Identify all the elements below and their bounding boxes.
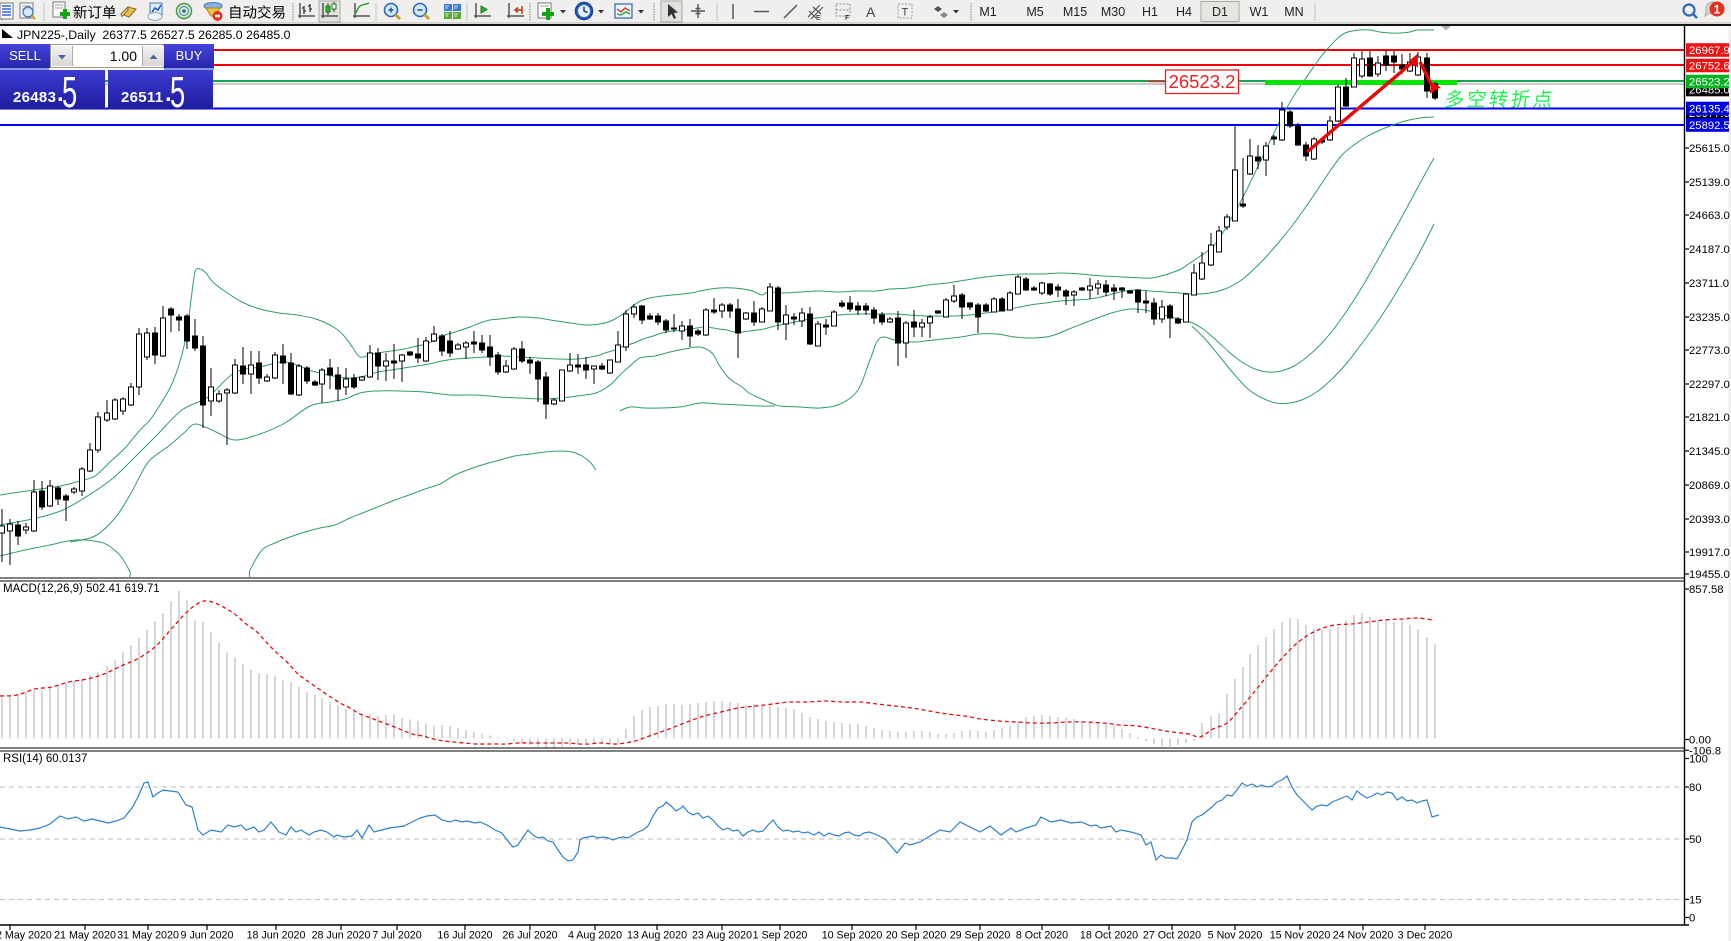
svg-text:D1: D1 bbox=[1212, 5, 1228, 19]
svg-text:20 Sep 2020: 20 Sep 2020 bbox=[886, 930, 947, 941]
svg-text:19917.0: 19917.0 bbox=[1689, 547, 1730, 559]
svg-text:15: 15 bbox=[1689, 895, 1702, 907]
svg-text:2 May 2020: 2 May 2020 bbox=[0, 930, 52, 941]
svg-text:M5: M5 bbox=[1026, 5, 1043, 19]
svg-text:22297.0: 22297.0 bbox=[1689, 379, 1730, 391]
svg-text:24 Nov 2020: 24 Nov 2020 bbox=[1333, 930, 1394, 941]
svg-text:8 Oct 2020: 8 Oct 2020 bbox=[1016, 930, 1068, 941]
svg-text:20869.0: 20869.0 bbox=[1689, 480, 1730, 492]
svg-text:1: 1 bbox=[1714, 3, 1721, 17]
svg-text:E: E bbox=[816, 15, 821, 22]
svg-text:H1: H1 bbox=[1142, 5, 1158, 19]
svg-text:23235.0: 23235.0 bbox=[1689, 312, 1730, 324]
svg-text:21 May 2020: 21 May 2020 bbox=[54, 930, 116, 941]
svg-text:M30: M30 bbox=[1101, 5, 1125, 19]
svg-text:7 Jul 2020: 7 Jul 2020 bbox=[372, 930, 421, 941]
svg-text:31 May 2020: 31 May 2020 bbox=[117, 930, 179, 941]
svg-text:25615.0: 25615.0 bbox=[1689, 143, 1730, 155]
svg-text:21821.0: 21821.0 bbox=[1689, 412, 1730, 424]
svg-text:MN: MN bbox=[1284, 5, 1303, 19]
svg-text:H4: H4 bbox=[1176, 5, 1192, 19]
svg-text:A: A bbox=[866, 4, 876, 20]
svg-text:20393.0: 20393.0 bbox=[1689, 514, 1730, 526]
svg-text:25139.0: 25139.0 bbox=[1689, 177, 1730, 189]
svg-text:4 Aug 2020: 4 Aug 2020 bbox=[568, 930, 622, 941]
svg-text:100: 100 bbox=[1689, 754, 1708, 766]
svg-text:RSI(14) 60.0137: RSI(14) 60.0137 bbox=[3, 753, 87, 765]
svg-text:24663.0: 24663.0 bbox=[1689, 210, 1730, 222]
svg-text:28 Jun 2020: 28 Jun 2020 bbox=[312, 930, 371, 941]
svg-text:26967.9: 26967.9 bbox=[1689, 45, 1730, 57]
svg-text:15 Nov 2020: 15 Nov 2020 bbox=[1270, 930, 1331, 941]
svg-text:0.00: 0.00 bbox=[1689, 735, 1711, 747]
svg-text:23 Aug 2020: 23 Aug 2020 bbox=[692, 930, 752, 941]
svg-text:26523.2: 26523.2 bbox=[1169, 71, 1236, 92]
svg-text:857.58: 857.58 bbox=[1689, 584, 1724, 596]
svg-text:22773.0: 22773.0 bbox=[1689, 345, 1730, 357]
svg-text:F: F bbox=[845, 15, 849, 22]
svg-text:5 Nov 2020: 5 Nov 2020 bbox=[1208, 930, 1263, 941]
svg-text:24187.0: 24187.0 bbox=[1689, 244, 1730, 256]
svg-text:25892.5: 25892.5 bbox=[1689, 120, 1730, 132]
svg-text:50: 50 bbox=[1689, 834, 1702, 846]
svg-text:M1: M1 bbox=[979, 5, 996, 19]
svg-text:26523.2: 26523.2 bbox=[1689, 77, 1730, 89]
svg-text:16 Jul 2020: 16 Jul 2020 bbox=[437, 930, 492, 941]
svg-text:19455.0: 19455.0 bbox=[1689, 569, 1730, 581]
svg-text:W1: W1 bbox=[1250, 5, 1269, 19]
svg-text:21345.0: 21345.0 bbox=[1689, 446, 1730, 458]
svg-text:23711.0: 23711.0 bbox=[1689, 278, 1729, 290]
svg-text:13 Aug 2020: 13 Aug 2020 bbox=[627, 930, 687, 941]
svg-text:26135.4: 26135.4 bbox=[1689, 104, 1730, 116]
svg-text:3 Dec 2020: 3 Dec 2020 bbox=[1398, 930, 1453, 941]
svg-text:27 Oct 2020: 27 Oct 2020 bbox=[1143, 930, 1201, 941]
svg-text:18 Jun 2020: 18 Jun 2020 bbox=[247, 930, 306, 941]
svg-text:1 Sep 2020: 1 Sep 2020 bbox=[753, 930, 808, 941]
svg-text:0: 0 bbox=[1689, 913, 1695, 925]
svg-text:T: T bbox=[902, 7, 909, 19]
svg-text:26752.6: 26752.6 bbox=[1689, 61, 1730, 73]
svg-text:80: 80 bbox=[1689, 782, 1702, 794]
svg-text:10 Sep 2020: 10 Sep 2020 bbox=[822, 930, 883, 941]
svg-text:MACD(12,26,9) 502.41 619.71: MACD(12,26,9) 502.41 619.71 bbox=[3, 583, 160, 595]
svg-text:-106.8: -106.8 bbox=[1689, 745, 1721, 757]
svg-text:26 Jul 2020: 26 Jul 2020 bbox=[502, 930, 557, 941]
svg-text:29 Sep 2020: 29 Sep 2020 bbox=[950, 930, 1011, 941]
svg-text:9 Jun 2020: 9 Jun 2020 bbox=[181, 930, 234, 941]
svg-text:M15: M15 bbox=[1063, 5, 1087, 19]
svg-text:18 Oct 2020: 18 Oct 2020 bbox=[1080, 930, 1138, 941]
